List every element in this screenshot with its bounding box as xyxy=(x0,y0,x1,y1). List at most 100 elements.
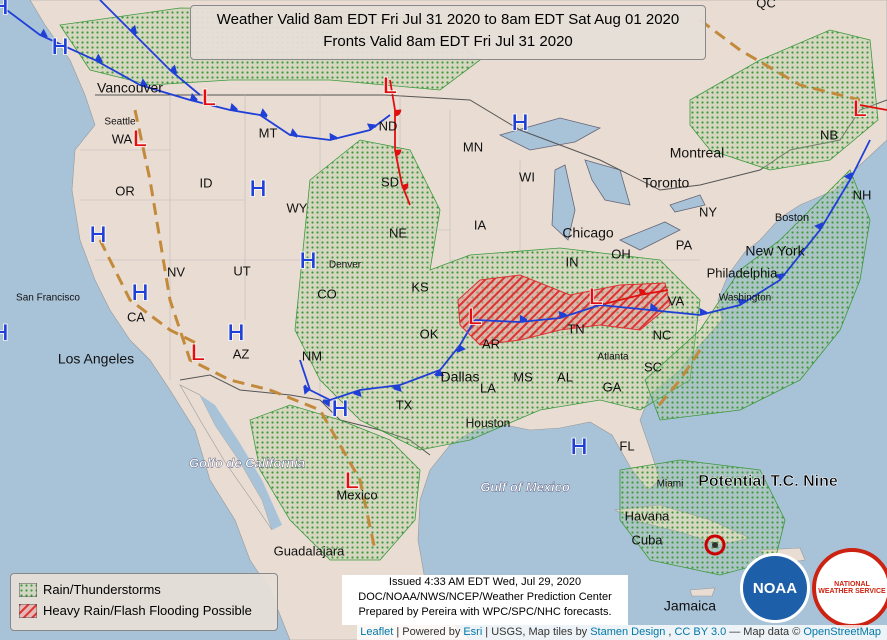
attribution-part[interactable]: Leaflet xyxy=(360,626,394,638)
place-label: ND xyxy=(379,118,398,133)
pressure-center: H xyxy=(249,175,266,202)
issued-line: Prepared by Pereira with WPC/SPC/NHC for… xyxy=(358,606,612,618)
title-line: Fronts Valid 8am EDT Fri Jul 31 2020 xyxy=(323,33,573,50)
pressure-center: H xyxy=(89,221,106,248)
fronts xyxy=(0,0,887,551)
place-label: OH xyxy=(611,246,631,261)
front xyxy=(0,4,391,141)
legend-item: Heavy Rain/Flash Flooding Possible xyxy=(19,603,277,618)
place-label: Guadalajara xyxy=(274,543,346,558)
place-label: AR xyxy=(482,336,500,351)
storm-symbol xyxy=(704,534,726,556)
trough xyxy=(653,349,702,411)
place-label: Golfo de California xyxy=(189,455,305,470)
place-label: CO xyxy=(317,286,337,301)
pressure-center: H xyxy=(299,247,316,274)
place-label: Toronto xyxy=(643,175,690,191)
attribution: Leaflet | Powered by Esri | USGS, Map tiles… xyxy=(357,625,887,640)
nws-logo: NATIONAL WEATHER SERVICE xyxy=(812,548,887,628)
storm-eye xyxy=(712,542,718,548)
place-label: Chicago xyxy=(562,225,614,241)
place-label: Jamaica xyxy=(664,598,716,614)
place-label: Denver xyxy=(329,260,362,271)
place-label: WA xyxy=(112,131,133,146)
place-label: KS xyxy=(411,279,429,294)
front xyxy=(299,319,476,400)
place-label: San Francisco xyxy=(16,293,80,304)
trough xyxy=(699,18,861,102)
pressure-center: H xyxy=(227,319,244,346)
place-label: NH xyxy=(853,187,872,202)
place-label: New York xyxy=(745,243,805,259)
attribution-part[interactable]: Esri xyxy=(463,626,483,638)
issued-line: Issued 4:33 AM EDT Wed, Jul 29, 2020 xyxy=(388,576,582,588)
front xyxy=(99,0,201,96)
place-label: QC xyxy=(756,0,776,10)
front xyxy=(474,304,601,323)
place-label: Los Angeles xyxy=(58,351,134,367)
attribution-part: — Map data © xyxy=(729,626,801,638)
place-label: NE xyxy=(389,225,407,240)
place-label: PA xyxy=(676,237,693,252)
attribution-part[interactable]: Stamen Design xyxy=(590,626,666,638)
pressure-center: H xyxy=(51,33,68,60)
place-label: MS xyxy=(513,369,533,384)
gulf-of-california xyxy=(200,395,282,530)
pressure-center: L xyxy=(468,303,483,330)
legend-swatch xyxy=(19,603,37,618)
issued-box: Issued 4:33 AM EDT Wed, Jul 29, 2020 DOC… xyxy=(342,575,628,625)
front xyxy=(599,139,871,316)
place-label: VA xyxy=(668,293,685,308)
pressure-center: L xyxy=(853,95,868,122)
place-label: Philadelphia xyxy=(707,265,779,280)
place-label: Vancouver xyxy=(97,80,163,96)
attribution-part: | Powered by xyxy=(396,626,461,638)
place-label: Boston xyxy=(775,212,809,224)
place-label: ID xyxy=(200,175,213,190)
attribution-part[interactable]: CC BY 3.0 xyxy=(674,626,727,638)
heavy-rain-area xyxy=(457,274,671,346)
place-label: MN xyxy=(463,139,483,154)
place-label: OR xyxy=(115,183,135,198)
place-label: NM xyxy=(302,348,322,363)
place-label: TX xyxy=(396,397,413,412)
place-label: GA xyxy=(603,379,622,394)
place-label: OK xyxy=(420,326,439,341)
place-label: TN xyxy=(567,321,584,336)
pressure-center: H xyxy=(331,395,348,422)
place-label: LA xyxy=(480,380,496,395)
trough xyxy=(133,109,377,551)
legend-label: Rain/Thunderstorms xyxy=(43,582,161,597)
place-label: Gulf of Mexico xyxy=(480,479,570,494)
title-line: Weather Valid 8am EDT Fri Jul 31 2020 to… xyxy=(216,11,680,28)
place-label: MT xyxy=(259,125,278,140)
pressure-center: H xyxy=(570,433,587,460)
place-label: Miami xyxy=(657,479,684,490)
place-label: SD xyxy=(381,174,399,189)
legend-label: Heavy Rain/Flash Flooding Possible xyxy=(43,603,252,618)
place-label: NV xyxy=(167,264,185,279)
legend: Rain/Thunderstorms Heavy Rain/Flash Floo… xyxy=(10,573,278,631)
place-label: Houston xyxy=(466,416,511,430)
attribution-part[interactable]: OpenStreetMap xyxy=(803,626,881,638)
legend-swatch xyxy=(19,582,37,597)
legend-item: Rain/Thunderstorms xyxy=(19,582,277,597)
rain-area xyxy=(689,29,879,171)
issued-line: DOC/NOAA/NWS/NCEP/Weather Prediction Cen… xyxy=(358,591,612,603)
pressure-center: H xyxy=(0,319,9,346)
attribution-part: , xyxy=(668,626,672,638)
place-label: NY xyxy=(699,204,717,219)
place-label: NB xyxy=(820,127,838,142)
place-label: AL xyxy=(557,369,573,384)
noaa-logo: NOAA xyxy=(740,553,810,623)
pressure-center: L xyxy=(589,283,604,310)
pressure-center: H xyxy=(511,109,528,136)
pressure-center: L xyxy=(345,467,360,494)
place-label: FL xyxy=(619,438,634,453)
trough xyxy=(98,239,201,347)
place-label: SC xyxy=(644,359,662,374)
title-box: Weather Valid 8am EDT Fri Jul 31 2020 to… xyxy=(190,5,706,60)
front xyxy=(389,79,411,206)
